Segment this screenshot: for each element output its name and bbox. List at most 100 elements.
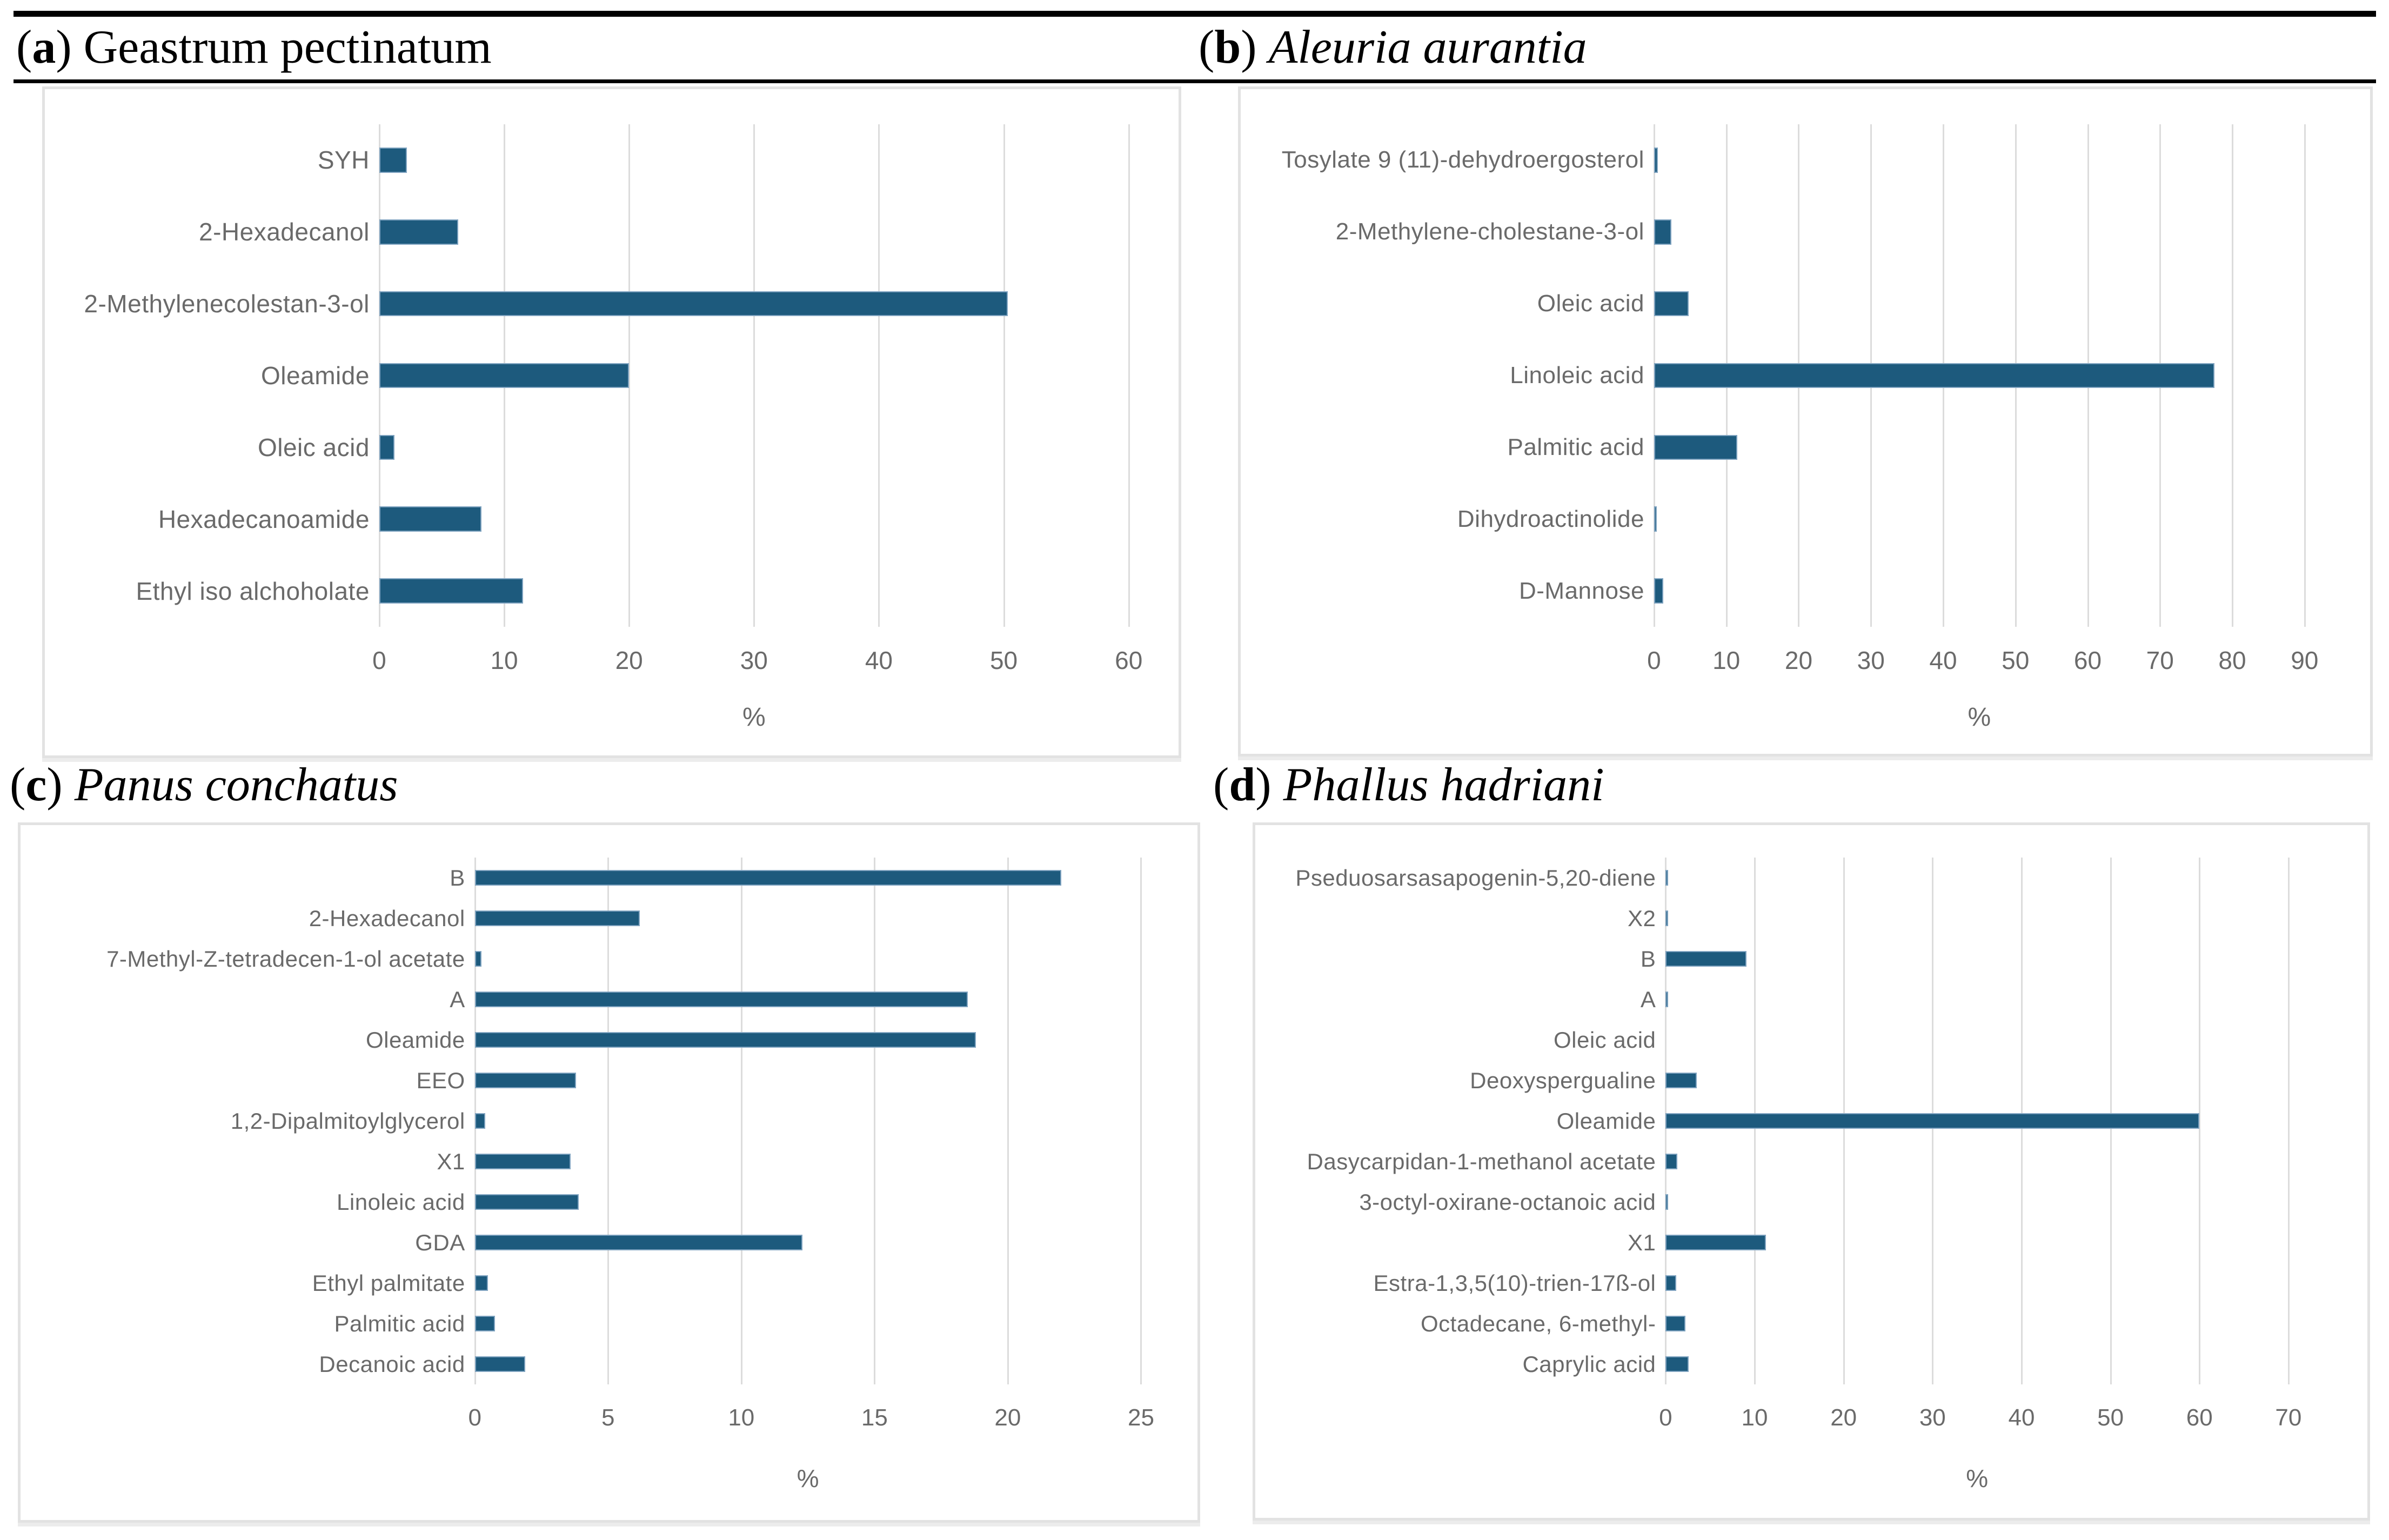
bar-row: [474, 1020, 1141, 1060]
x-axis-title: %: [742, 703, 766, 732]
bar: [1654, 363, 2214, 389]
panel-b-letter: b: [1214, 21, 1241, 73]
bar-row: [379, 268, 1129, 340]
category-label: 2-Methylenecolestan-3-ol: [84, 290, 370, 318]
bar-rows: [1654, 124, 2305, 627]
category-label: Palmitic acid: [1507, 433, 1644, 460]
x-tick-label: 60: [2186, 1404, 2213, 1431]
category-label: A: [450, 986, 465, 1012]
bar-row: [379, 340, 1129, 412]
bar-row: [1665, 979, 2288, 1020]
bar-row: [474, 1101, 1141, 1141]
category-label: Oleamide: [1556, 1108, 1656, 1134]
x-tick-label: 20: [1830, 1404, 1857, 1431]
x-tick-label: 60: [1115, 646, 1143, 674]
bar: [474, 1032, 976, 1048]
x-tick-label: 10: [1741, 1404, 1768, 1431]
bar: [474, 1073, 577, 1088]
bar: [474, 1113, 486, 1129]
bar-row: [474, 1060, 1141, 1101]
bar: [1665, 1235, 1766, 1250]
category-label: Linoleic acid: [1510, 362, 1644, 389]
bar-row: [379, 196, 1129, 268]
panel-c-title: (c) Panus conchatus: [10, 759, 398, 811]
x-tick-label: 0: [468, 1404, 481, 1431]
header-rule: [14, 79, 2376, 83]
bar: [1654, 219, 1672, 245]
bar-row: [1665, 939, 2288, 979]
category-label: Pseduosarsasapogenin-5,20-diene: [1295, 865, 1656, 890]
bar: [1654, 434, 1737, 460]
x-tick-label: 0: [1659, 1404, 1672, 1431]
bar: [474, 1275, 488, 1291]
bar-row: [379, 411, 1129, 483]
x-tick-label: 70: [2275, 1404, 2302, 1431]
category-label: X2: [1628, 905, 1656, 931]
gridline: [607, 858, 610, 1384]
bar: [474, 910, 640, 926]
x-tick-label: 40: [1929, 646, 1957, 674]
x-tick-label: 5: [601, 1404, 615, 1431]
bar-row: [379, 555, 1129, 627]
bar: [474, 992, 968, 1007]
bar-row: [1665, 1263, 2288, 1303]
x-tick-label: 30: [740, 646, 768, 674]
category-labels: B 2-Hexadecanol 7-Methyl-Z-tetradecen-1-ol…: [21, 858, 475, 1384]
bar: [379, 148, 407, 173]
x-axis: 0 10 20 30 40 50 60 70 80 90: [1647, 646, 2318, 684]
x-tick-label: 80: [2218, 646, 2246, 674]
gridline: [1128, 124, 1130, 627]
panel-c-species: Panus conchatus: [74, 759, 398, 811]
category-label: 2-Methylene-cholestane-3-ol: [1335, 218, 1644, 245]
bar-row: [379, 483, 1129, 555]
bar: [379, 506, 482, 532]
x-axis: 0 10 20 30 40 50 60 70: [1659, 1404, 2301, 1442]
bar-row: [1665, 1020, 2288, 1060]
bar-row: [1654, 411, 2305, 483]
x-axis-title: %: [797, 1464, 819, 1492]
category-label: Dasycarpidan-1-methanol acetate: [1307, 1148, 1656, 1174]
bar-row: [1654, 124, 2305, 196]
bar-row: [1654, 196, 2305, 268]
chart-c: B 2-Hexadecanol 7-Methyl-Z-tetradecen-1-ol…: [18, 822, 1200, 1523]
x-tick-label: 40: [865, 646, 893, 674]
bar: [1654, 578, 1664, 604]
bar-row: [1665, 1060, 2288, 1101]
category-label: 7-Methyl-Z-tetradecen-1-ol acetate: [106, 946, 465, 972]
bar: [379, 291, 1008, 317]
category-label: Tosylate 9 (11)-dehydroergosterol: [1281, 146, 1644, 173]
bar: [474, 870, 1061, 886]
bar: [1654, 506, 1657, 532]
bar: [379, 219, 458, 245]
plot-area: [1653, 124, 2306, 627]
bar-row: [1654, 555, 2305, 627]
bar-row: [474, 858, 1141, 898]
x-axis-title: %: [1968, 703, 1991, 732]
x-tick-label: 90: [2291, 646, 2319, 674]
category-label: Ethyl iso alchoholate: [136, 577, 370, 605]
bar: [1665, 951, 1747, 967]
panel-b-species: Aleuria aurantia: [1268, 21, 1587, 73]
category-label: D-Mannose: [1519, 577, 1644, 604]
bar-row: [1665, 1303, 2288, 1344]
gridline: [2232, 124, 2234, 627]
bar: [1665, 1154, 1677, 1169]
x-tick-label: 20: [615, 646, 643, 674]
bar: [379, 363, 630, 389]
category-labels: SYH 2-Hexadecanol 2-Methylenecolestan-3-ol…: [45, 124, 379, 627]
chart-a: SYH 2-Hexadecanol 2-Methylenecolestan-3-ol…: [42, 86, 1181, 758]
x-tick-label: 10: [490, 646, 518, 674]
gridline: [1003, 124, 1005, 627]
bar-row: [1654, 483, 2305, 555]
x-axis: 0 10 20 30 40 50 60: [372, 646, 1142, 684]
plot-area: [378, 124, 1130, 627]
bar-row: [1665, 858, 2288, 898]
bar: [1665, 992, 1669, 1007]
bar: [1665, 1194, 1669, 1210]
bar: [474, 1356, 526, 1372]
x-tick-label: 20: [994, 1404, 1021, 1431]
panel-b-title: (b) Aleuria aurantia: [1199, 21, 1587, 73]
x-tick-label: 30: [1919, 1404, 1946, 1431]
bar-row: [1665, 1222, 2288, 1263]
plot-area: [474, 858, 1142, 1384]
